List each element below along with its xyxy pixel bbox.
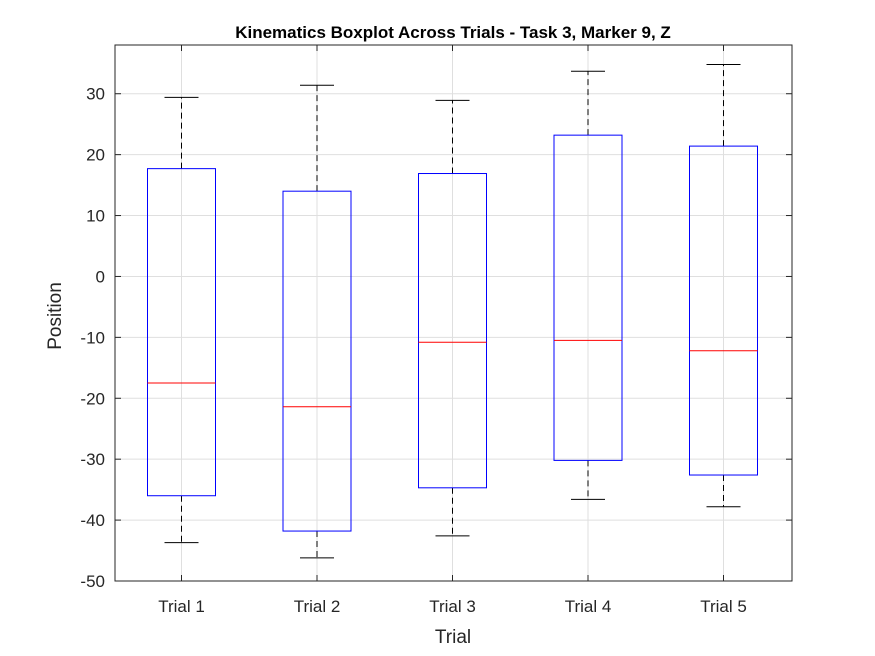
x-tick-label: Trial 3 (429, 597, 476, 616)
y-axis-ticks: -50 -40 -30 -20 -10 0 10 20 30 (80, 85, 792, 591)
x-tick-label: Trial 2 (294, 597, 341, 616)
y-tick-label: -30 (80, 450, 105, 469)
box-group (282, 84, 352, 559)
box-iqr (282, 190, 352, 532)
y-tick-label: -10 (80, 328, 105, 347)
y-axis-label: Position (45, 282, 66, 350)
box-group (689, 63, 758, 508)
x-tick-label: Trial 1 (158, 597, 205, 616)
x-axis-label: Trial (435, 627, 471, 648)
box-series (147, 63, 758, 559)
y-tick-label: -20 (80, 389, 105, 408)
box-group (418, 99, 487, 537)
chart-title: Kinematics Boxplot Across Trials - Task … (235, 23, 671, 42)
box-iqr (147, 168, 216, 497)
box-group (553, 70, 623, 500)
y-tick-label: 0 (96, 267, 105, 286)
x-axis-ticks: Trial 1 Trial 2 Trial 3 Trial 4 Trial 5 (158, 45, 747, 616)
y-tick-label: -40 (80, 511, 105, 530)
grid-lines (115, 45, 792, 582)
plot-frame (114, 44, 793, 582)
box-iqr (553, 134, 623, 461)
box-iqr (689, 145, 758, 476)
y-tick-label: 10 (86, 207, 105, 226)
x-tick-label: Trial 5 (700, 597, 747, 616)
y-tick-label: 30 (86, 85, 105, 104)
y-tick-label: 20 (86, 146, 105, 165)
y-tick-label: -50 (80, 572, 105, 591)
box-iqr (418, 173, 487, 489)
x-tick-label: Trial 4 (565, 597, 612, 616)
box-group (147, 96, 216, 544)
